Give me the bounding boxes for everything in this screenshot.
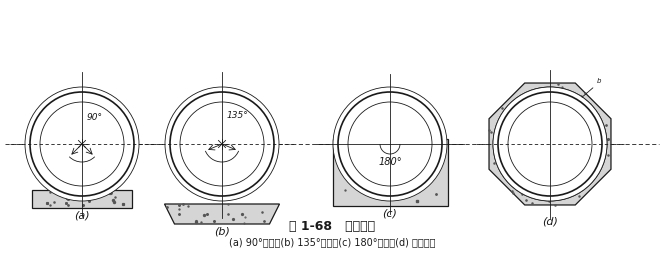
Text: (d): (d) [542,217,558,227]
Text: b: b [597,78,602,84]
Circle shape [498,92,602,196]
Circle shape [333,87,447,201]
Text: 90°: 90° [87,114,103,122]
Wedge shape [43,177,121,199]
Polygon shape [489,83,611,205]
Circle shape [25,87,139,201]
Circle shape [170,92,274,196]
Circle shape [180,102,264,186]
Text: (a): (a) [74,211,90,221]
Circle shape [40,102,124,186]
Text: (b): (b) [214,227,230,237]
Polygon shape [165,204,280,224]
Circle shape [348,102,432,186]
Text: 图 1-68   管座形式: 图 1-68 管座形式 [289,219,375,233]
Circle shape [30,92,134,196]
Bar [333,139,448,206]
Text: (c): (c) [382,209,398,219]
Circle shape [165,87,279,201]
Circle shape [508,102,592,186]
Circle shape [493,87,607,201]
Circle shape [493,87,607,201]
Text: (a) 90°管座；(b) 135°管座；(c) 180°管座；(d) 满包基础: (a) 90°管座；(b) 135°管座；(c) 180°管座；(d) 满包基础 [229,237,435,247]
Text: 135°: 135° [227,111,249,120]
Bar [32,190,132,208]
Circle shape [338,92,442,196]
Wedge shape [171,162,273,199]
Text: 180°: 180° [378,157,402,167]
